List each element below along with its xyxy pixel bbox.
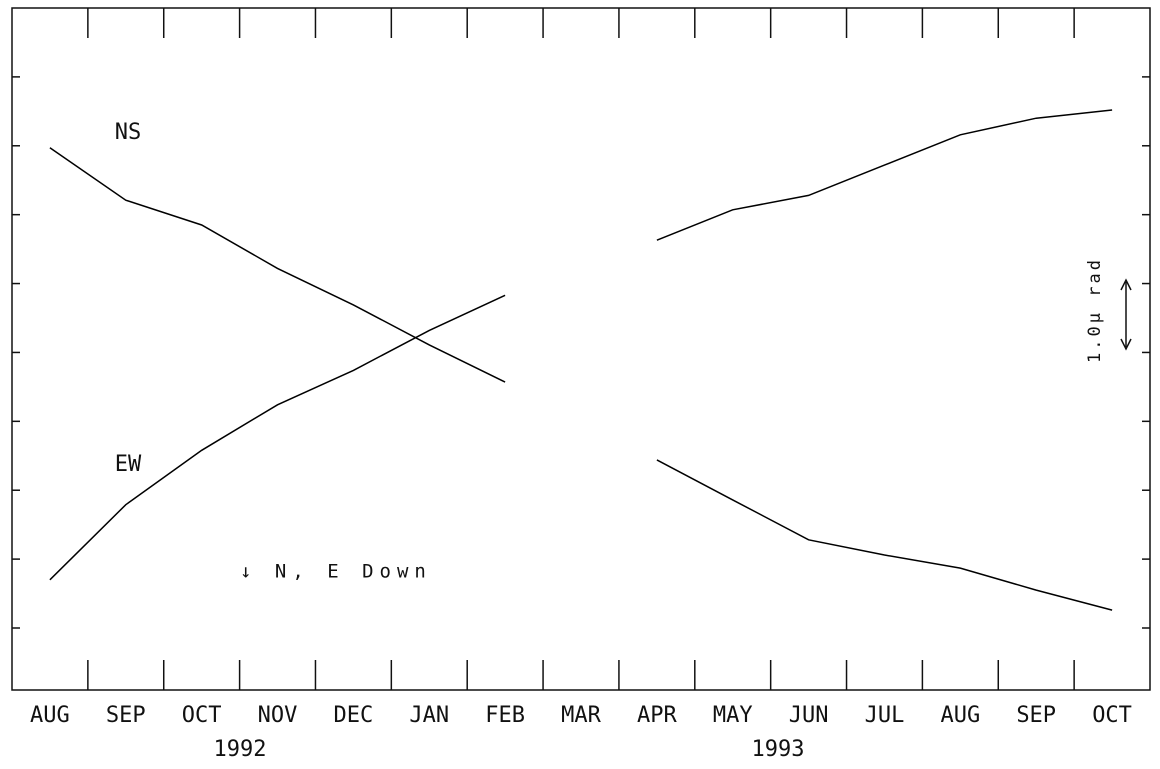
- x-tick-label: MAR: [561, 703, 601, 728]
- x-tick-label: SEP: [1016, 703, 1056, 728]
- x-tick-label: JUN: [789, 703, 829, 728]
- x-tick-label: APR: [637, 703, 677, 728]
- x-tick-label: MAY: [713, 703, 753, 728]
- series-label: EW: [115, 452, 142, 477]
- x-tick-label: NOV: [258, 703, 298, 728]
- annotation: ↓ N, E Down: [240, 561, 432, 583]
- plot-frame: [11, 7, 1151, 691]
- x-tick-label: JUL: [865, 703, 905, 728]
- series-line: [49, 109, 1113, 581]
- x-tick-label: AUG: [940, 703, 980, 728]
- scale-arrow: [1120, 278, 1132, 351]
- x-tick-label: AUG: [30, 703, 70, 728]
- x-tick-label: FEB: [485, 703, 525, 728]
- year-label: 1993: [752, 737, 805, 762]
- scale-label: 1.0μ rad: [1085, 257, 1105, 363]
- series-line: [49, 147, 1113, 611]
- x-tick-label: SEP: [106, 703, 146, 728]
- x-tick-label: OCT: [182, 703, 222, 728]
- series-label: NS: [115, 120, 142, 145]
- x-tick-label: JAN: [409, 703, 449, 728]
- year-label: 1992: [214, 737, 267, 762]
- x-tick-label: DEC: [334, 703, 374, 728]
- x-tick-label: OCT: [1092, 703, 1132, 728]
